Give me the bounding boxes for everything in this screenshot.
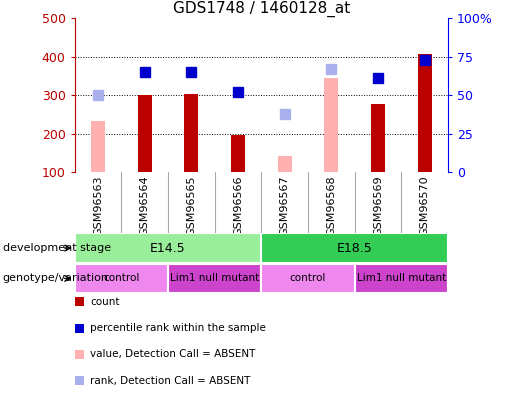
Text: Lim1 null mutant: Lim1 null mutant bbox=[170, 273, 260, 283]
Bar bbox=[418, 53, 432, 172]
Bar bbox=[231, 135, 245, 172]
Text: GSM96563: GSM96563 bbox=[93, 175, 103, 236]
Text: count: count bbox=[90, 297, 119, 307]
Text: GSM96567: GSM96567 bbox=[280, 175, 290, 236]
Text: Lim1 null mutant: Lim1 null mutant bbox=[357, 273, 446, 283]
Bar bbox=[138, 95, 152, 172]
Text: rank, Detection Call = ABSENT: rank, Detection Call = ABSENT bbox=[90, 376, 250, 386]
Bar bbox=[355, 264, 448, 293]
Text: development stage: development stage bbox=[3, 243, 111, 253]
Bar bbox=[324, 78, 338, 172]
Text: GSM96564: GSM96564 bbox=[140, 175, 150, 236]
Text: GSM96566: GSM96566 bbox=[233, 175, 243, 236]
Text: control: control bbox=[290, 273, 326, 283]
Title: GDS1748 / 1460128_at: GDS1748 / 1460128_at bbox=[173, 1, 350, 17]
Text: E18.5: E18.5 bbox=[337, 241, 372, 255]
Bar bbox=[371, 104, 385, 172]
Text: E14.5: E14.5 bbox=[150, 241, 186, 255]
Text: control: control bbox=[103, 273, 140, 283]
Bar bbox=[278, 156, 291, 172]
Text: GSM96569: GSM96569 bbox=[373, 175, 383, 236]
Bar bbox=[184, 94, 198, 172]
Text: value, Detection Call = ABSENT: value, Detection Call = ABSENT bbox=[90, 350, 255, 359]
Text: genotype/variation: genotype/variation bbox=[3, 273, 109, 283]
Bar bbox=[75, 234, 261, 263]
Bar bbox=[91, 122, 105, 172]
Bar bbox=[261, 264, 355, 293]
Text: GSM96568: GSM96568 bbox=[327, 175, 336, 236]
Bar bbox=[261, 234, 448, 263]
Text: percentile rank within the sample: percentile rank within the sample bbox=[90, 323, 266, 333]
Bar bbox=[168, 264, 261, 293]
Text: GSM96565: GSM96565 bbox=[186, 175, 196, 236]
Text: GSM96570: GSM96570 bbox=[420, 175, 430, 236]
Bar bbox=[75, 264, 168, 293]
